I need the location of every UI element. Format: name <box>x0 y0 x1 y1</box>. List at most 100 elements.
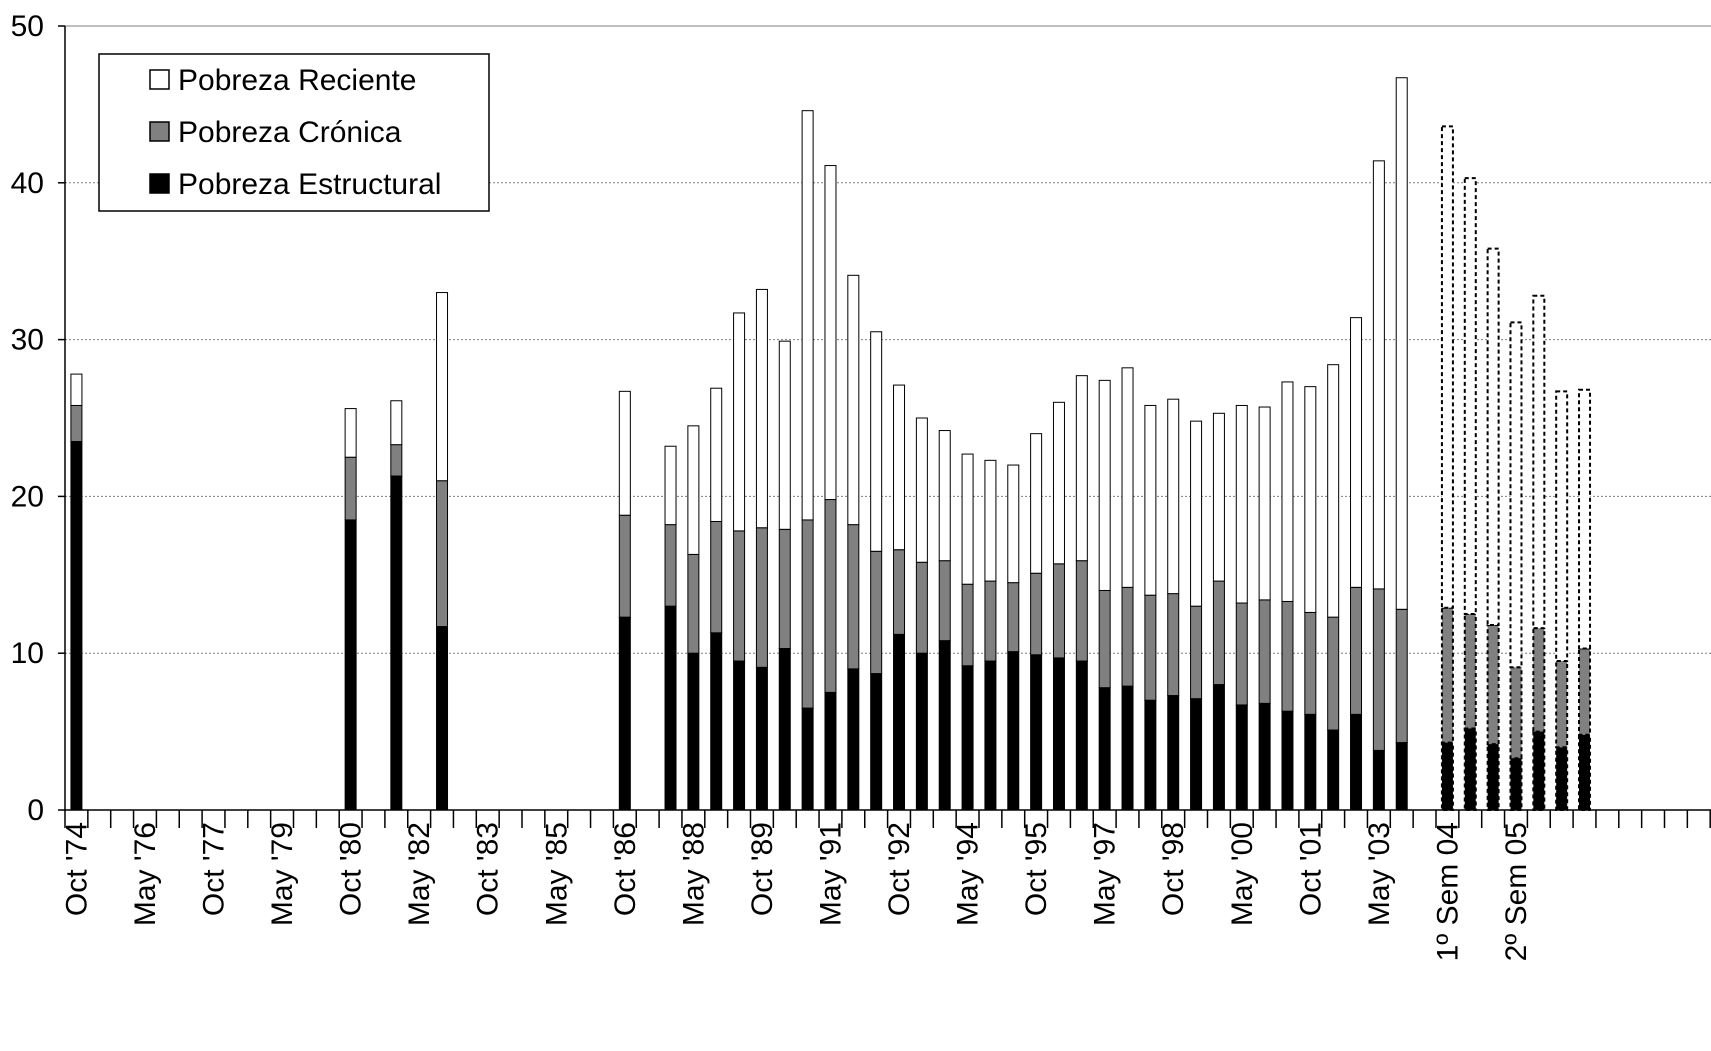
x-tick-label: Oct '92 <box>883 822 916 916</box>
bar-segment-cronica <box>1578 647 1592 736</box>
bar-segment-estructural <box>984 660 997 811</box>
x-tick-label: Oct '95 <box>1020 822 1053 916</box>
bar-segment-cronica <box>1235 602 1248 706</box>
bar-segment-estructural <box>390 475 403 811</box>
bar-segment-cronica <box>778 528 791 649</box>
bar-segment-estructural <box>1212 684 1225 811</box>
bar-segment-reciente <box>778 340 791 530</box>
bar-segment-cronica <box>70 404 83 443</box>
bar-segment-reciente <box>824 165 837 501</box>
bar-segment-reciente <box>1258 406 1271 601</box>
bar-segment-reciente <box>915 417 928 563</box>
x-tick-label: May '88 <box>677 822 710 926</box>
y-tick-label: 0 <box>27 794 44 827</box>
x-tick-label: May '97 <box>1089 822 1122 926</box>
bar-segment-reciente <box>664 445 677 526</box>
y-tick-label: 30 <box>11 324 44 357</box>
bar-segment-estructural <box>801 707 814 811</box>
bar-segment-estructural <box>70 441 83 811</box>
bar-segment-cronica <box>1121 586 1134 687</box>
x-tick-label: Oct '86 <box>609 822 642 916</box>
bar-segment-estructural <box>1532 730 1546 811</box>
bar-segment-cronica <box>961 583 974 667</box>
bar-segment-estructural <box>1007 651 1020 811</box>
bar-segment-reciente <box>1167 398 1180 595</box>
bar-segment-estructural <box>1121 685 1134 811</box>
bar-segment-estructural <box>733 660 746 811</box>
bar-segment-reciente <box>1578 388 1592 650</box>
x-tick-label: May '82 <box>403 822 436 926</box>
x-tick-label: Oct '98 <box>1157 822 1190 916</box>
bar-segment-reciente <box>1304 386 1317 613</box>
bar-segment-cronica <box>938 560 951 642</box>
bar-segment-estructural <box>710 632 723 811</box>
bar-segment-reciente <box>1440 125 1454 609</box>
bar-segment-reciente <box>710 387 723 522</box>
bar-segment-cronica <box>344 456 357 521</box>
x-tick-label: 1º Sem 04 <box>1431 822 1464 961</box>
x-tick-label: May '00 <box>1226 822 1259 926</box>
bar-segment-cronica <box>1395 608 1408 744</box>
bar-segment-reciente <box>961 453 974 585</box>
bar-segment-estructural <box>1030 654 1043 811</box>
y-tick-label: 20 <box>11 480 44 513</box>
bar-segment-cronica <box>1167 593 1180 697</box>
bar-segment-estructural <box>893 633 906 811</box>
bar-segment-estructural <box>1190 698 1203 811</box>
bar-segment-estructural <box>870 673 883 811</box>
bar-segment-estructural <box>1509 757 1523 811</box>
bar-segment-cronica <box>870 550 883 675</box>
bar-segment-cronica <box>1281 600 1294 712</box>
bar-segment-reciente <box>1144 404 1157 596</box>
bar-segment-estructural <box>618 616 631 811</box>
bar-segment-reciente <box>801 110 814 521</box>
bar-segment-cronica <box>1350 586 1363 715</box>
x-tick-label: Oct '77 <box>198 822 231 916</box>
bar-segment-estructural <box>847 668 860 811</box>
bar-segment-reciente <box>755 288 768 529</box>
bar-segment-cronica <box>1463 613 1477 730</box>
bar-segment-reciente <box>390 400 403 446</box>
x-tick-label: May '76 <box>129 822 162 926</box>
bar-segment-cronica <box>618 514 631 618</box>
bar-segment-estructural <box>1281 710 1294 811</box>
bar-segment-cronica <box>824 499 837 693</box>
legend-swatch-cronica <box>149 121 170 142</box>
bar-segment-reciente <box>1190 420 1203 607</box>
bar-segment-estructural <box>1372 749 1385 811</box>
bar-segment-cronica <box>801 519 814 709</box>
bar-segment-reciente <box>1372 160 1385 590</box>
bar-segment-estructural <box>824 691 837 811</box>
bar-segment-cronica <box>1098 589 1111 689</box>
bar-segment-estructural <box>938 640 951 811</box>
bar-segment-reciente <box>1212 412 1225 582</box>
bar-segment-estructural <box>1555 746 1569 812</box>
bar-segment-reciente <box>1327 364 1340 618</box>
bar-segment-reciente <box>1555 390 1569 663</box>
bar-segment-estructural <box>664 605 677 811</box>
bar-segment-reciente <box>1509 321 1523 669</box>
bar-segment-cronica <box>984 580 997 662</box>
y-tick-label: 50 <box>11 10 44 43</box>
bar-segment-estructural <box>1235 704 1248 811</box>
bar-segment-cronica <box>1440 606 1454 744</box>
bars <box>70 77 1592 812</box>
bar-segment-estructural <box>1463 727 1477 811</box>
bar-segment-estructural <box>961 665 974 811</box>
bar-segment-estructural <box>915 652 928 811</box>
bar-segment-reciente <box>1463 177 1477 615</box>
bar-segment-cronica <box>733 530 746 662</box>
x-tick-label: Oct '83 <box>472 822 505 916</box>
bar-segment-estructural <box>1440 741 1454 811</box>
bar-segment-reciente <box>70 373 83 406</box>
y-axis-ticks: 0 10 20 30 40 50 <box>11 10 65 827</box>
y-tick-label: 10 <box>11 637 44 670</box>
bar-segment-estructural <box>687 652 700 811</box>
bar-segment-cronica <box>1258 599 1271 704</box>
bar-segment-reciente <box>1532 294 1546 630</box>
x-tick-label: 2º Sem 05 <box>1500 822 1533 961</box>
bar-segment-estructural <box>1167 695 1180 811</box>
grid-lines <box>65 25 1711 654</box>
bar-segment-cronica <box>687 553 700 654</box>
